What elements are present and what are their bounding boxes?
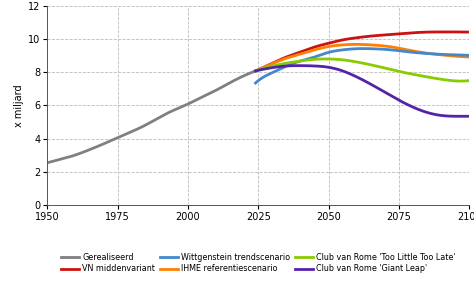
Legend: Gerealiseerd, VN middenvariant, Wittgenstein trendscenario, IHME referentiescena: Gerealiseerd, VN middenvariant, Wittgens… <box>61 253 456 273</box>
Y-axis label: x miljard: x miljard <box>14 84 24 127</box>
